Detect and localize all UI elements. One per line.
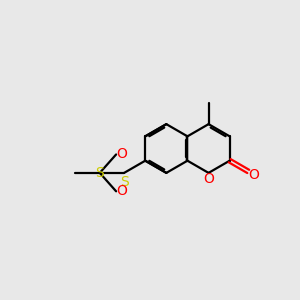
Text: O: O <box>203 172 214 186</box>
Text: S: S <box>95 166 104 180</box>
Text: O: O <box>116 184 127 198</box>
Text: S: S <box>120 175 128 189</box>
Text: O: O <box>116 148 127 161</box>
Text: O: O <box>248 168 259 182</box>
